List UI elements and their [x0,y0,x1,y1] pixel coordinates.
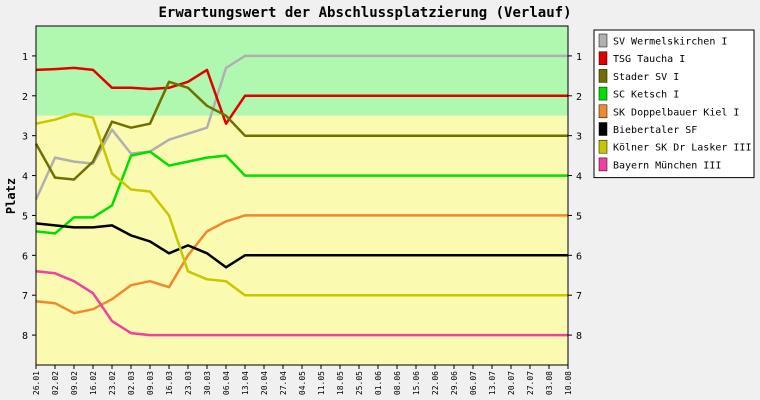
x-tick-label: 30.03 [203,371,212,395]
x-tick-label: 29.06 [450,371,459,395]
y-tick-label-right: 2 [576,92,582,103]
x-tick-label: 20.07 [507,371,516,395]
series-line-1 [35,66,568,125]
x-tick-label: 02.03 [127,371,136,395]
y-tick-label-left: 2 [22,92,28,103]
x-tick-label: 09.02 [70,371,79,395]
x-tick-label: 11.05 [317,371,326,395]
x-tick-label: 25.05 [355,371,364,395]
x-tick-label: 20.04 [260,371,269,395]
y-tick-label-left: 7 [22,291,28,302]
x-tick-label: 22.06 [431,371,440,395]
legend-swatch-7 [598,157,608,172]
x-tick-label: 02.02 [51,371,60,395]
x-tick-label: 04.05 [298,371,307,395]
legend-swatch-2 [598,69,608,83]
legend-label-4: SK Doppelbauer Kiel I [613,107,739,118]
y-tick-label-left: 6 [22,251,28,262]
x-tick-label: 23.03 [184,371,193,395]
x-tick-label: 06.07 [469,371,478,395]
legend-swatch-0 [598,33,608,48]
x-tick-label: 09.03 [146,371,155,395]
legend-label-6: Kölner SK Dr Lasker III [613,143,751,154]
series-line-3 [35,150,568,235]
y-tick-label-left: 5 [22,211,28,222]
legend-swatch-3 [598,86,608,101]
x-tick-label: 08.06 [393,371,402,395]
y-tick-label-left: 8 [22,331,28,342]
y-tick-label-right: 3 [576,132,582,143]
x-tick-label: 15.06 [412,371,421,395]
legend-swatch-6 [598,139,608,154]
legend-swatch-1 [598,51,608,65]
y-tick-label-right: 1 [576,52,582,63]
legend-label-2: Stader SV I [613,72,679,83]
y-tick-label-right: 6 [576,251,582,262]
x-tick-label: 16.03 [165,371,174,395]
x-tick-label: 16.02 [89,371,98,395]
band-1 [36,115,568,365]
x-tick-label: 18.05 [336,371,345,395]
legend-label-3: SC Ketsch I [613,90,679,101]
x-tick-label: 10.08 [564,371,573,395]
series-line-7 [35,270,568,337]
series-line-6 [35,112,568,297]
series-line-0 [34,54,568,201]
x-tick-label: 27.07 [526,371,535,395]
y-tick-label-right: 4 [576,172,582,183]
x-tick-label: 13.04 [241,371,250,395]
y-tick-label-left: 1 [22,52,28,63]
x-tick-label: 06.04 [222,371,231,395]
x-tick-label: 23.02 [108,371,117,395]
series-line-2 [34,80,568,181]
legend-swatch-4 [598,104,608,119]
y-tick-label-left: 3 [22,132,28,143]
x-tick-label: 26.01 [32,371,41,395]
legend: SV Wermelskirchen I TSG Taucha I Stader SV… [593,29,755,179]
chart-title: Erwartungswert der Abschlussplatzierung … [158,5,571,21]
series-line-4 [35,214,568,315]
band-0 [36,26,568,116]
x-tick-label: 01.06 [374,371,383,395]
x-tick-label: 27.04 [279,371,288,395]
legend-swatch-5 [598,122,608,136]
y-tick-label-right: 8 [576,331,582,342]
legend-label-7: Bayern München III [613,160,721,171]
x-tick-label: 03.08 [545,371,554,395]
legend-box [593,29,755,179]
y-axis-label: Platz [4,178,18,214]
y-tick-label-right: 7 [576,291,582,302]
legend-label-0: SV Wermelskirchen I [613,37,727,48]
series-line-5 [35,222,568,269]
y-tick-label-right: 5 [576,211,582,222]
x-tick-label: 13.07 [488,371,497,395]
legend-label-1: TSG Taucha I [613,54,685,65]
legend-label-5: Biebertaler SF [613,125,697,136]
y-tick-label-left: 4 [22,172,28,183]
